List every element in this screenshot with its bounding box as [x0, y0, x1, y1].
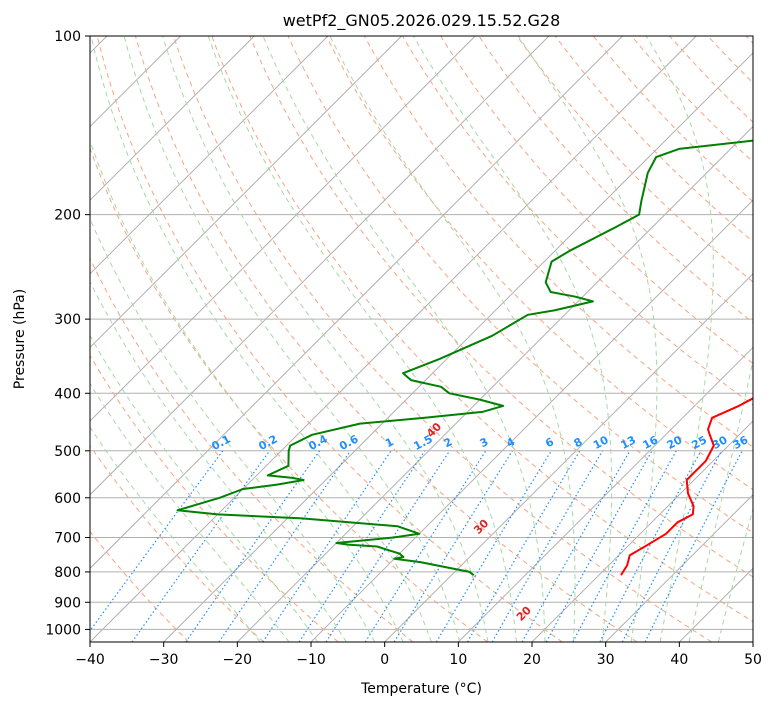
dry-adiabat-line [96, 36, 563, 642]
x-tick-label: −40 [75, 652, 105, 668]
dewpoint-profile-line [176, 139, 753, 576]
dry-adiabat-line [90, 257, 414, 642]
mixing-ratio-line [218, 450, 351, 642]
mixing-ratio-label: 25 [689, 433, 709, 452]
mixing-ratio-line [90, 450, 224, 632]
y-tick-label: 1000 [45, 622, 81, 638]
isotherm-line [90, 36, 550, 496]
isotherm-line [90, 36, 697, 642]
isotherm-line [90, 36, 402, 349]
mixing-ratio-line [572, 450, 677, 642]
moist-adiabat-line [162, 36, 489, 642]
y-tick-label: 500 [54, 444, 81, 460]
mixing-ratio-line [131, 450, 271, 642]
dry-adiabat-line [90, 444, 264, 642]
moist-adiabat-line [90, 334, 319, 642]
temperature-profile-line [620, 397, 753, 576]
isotherm-line [90, 36, 329, 275]
moist-adiabat-line [412, 36, 613, 642]
profile-series [176, 139, 753, 576]
axes: −40 −30 −20 −10 0 10 20 30 40 50 100 200 300 400 500 60… [45, 29, 762, 668]
moist-adiabat-line [262, 36, 546, 642]
mixing-ratio-label: 10 [591, 433, 611, 452]
x-tick-label: 50 [744, 652, 762, 668]
x-tick-label: −30 [149, 652, 179, 668]
dry-adiabat-line [173, 36, 712, 642]
y-tick-label: 700 [54, 531, 81, 547]
x-tick-label: 40 [670, 652, 688, 668]
dry-adiabat-line [516, 36, 753, 283]
isotherm-line [90, 36, 476, 422]
mixing-ratio-line [262, 450, 392, 642]
y-tick-label: 900 [54, 595, 81, 611]
dry-adiabat-line [90, 354, 339, 642]
isotherm-line [90, 36, 623, 570]
mixing-ratio-label: 20 [665, 433, 685, 452]
mixing-ratio-line [599, 450, 702, 642]
dry-adiabat-line [90, 530, 190, 642]
mixing-ratio-line [298, 450, 426, 642]
isotherm-line [605, 494, 753, 642]
isotherm-line [384, 273, 753, 642]
x-tick-label: −10 [296, 652, 326, 668]
mixing-ratio-label: 36 [731, 433, 751, 452]
dry-adiabat-line [287, 36, 753, 534]
moist-adiabat-line [90, 217, 376, 642]
x-tick-label: 0 [380, 652, 389, 668]
isotherm-line [457, 346, 753, 642]
mixing-ratio-line [521, 450, 631, 642]
dry-adiabat-line [211, 36, 753, 623]
moist-adiabat-line [123, 36, 461, 642]
moist-adiabat-line [717, 507, 753, 642]
moist-adiabat-line [207, 36, 517, 642]
isotherm-line [163, 52, 753, 642]
mixing-ratio-line [545, 450, 653, 642]
thermo-background-lines [90, 36, 753, 642]
y-tick-label: 800 [54, 565, 81, 581]
x-tick-label: 30 [597, 652, 615, 668]
x-tick-label: 20 [523, 652, 541, 668]
plot-frame [89, 35, 754, 643]
mixing-ratio-label: 16 [641, 433, 661, 452]
isotherm-line [90, 36, 255, 201]
dry-adiabat-line [440, 36, 753, 365]
y-tick-label: 200 [54, 208, 81, 224]
x-tick-label: −20 [223, 652, 253, 668]
mixing-ratio-label: 30 [710, 433, 730, 452]
dry-adiabat-line [402, 36, 753, 406]
plot-area: 0.1 0.2 0.4 0.6 1 1.5 2 3 4 6 8 10 13 16 20 25 30 3620304… [90, 36, 753, 642]
isotherm-line [236, 125, 753, 642]
dry-adiabat-line [249, 36, 753, 578]
moist-adiabat-line [90, 139, 404, 642]
isotherm-line [531, 420, 753, 642]
y-tick-label: 100 [54, 29, 81, 45]
mixing-ratio-line [435, 450, 552, 642]
y-tick-label: 400 [54, 386, 81, 402]
moist-adiabat-line [90, 280, 347, 642]
mixing-ratio-line [185, 450, 321, 642]
moist-adiabat-line [90, 36, 432, 642]
y-tick-label: 300 [54, 312, 81, 328]
mixing-ratio-line [364, 450, 487, 642]
mixing-ratio-label: 13 [618, 433, 638, 452]
mixing-ratio-line [325, 450, 451, 642]
gridlines [90, 36, 753, 642]
x-axis-label: Temperature (°C) [360, 681, 482, 697]
x-tick-label: 10 [449, 652, 467, 668]
moist-adiabat-line [688, 357, 753, 642]
moist-adiabat-line [645, 36, 714, 642]
moist-adiabat-line [517, 36, 658, 642]
dry-adiabat-line [134, 36, 638, 642]
y-tick-label: 600 [54, 491, 81, 507]
y-axis-label: Pressure (hPa) [12, 289, 28, 389]
dry-adiabat-line [90, 146, 488, 642]
chart-title: wetPf2_GN05.2026.029.15.52.G28 [283, 11, 561, 31]
